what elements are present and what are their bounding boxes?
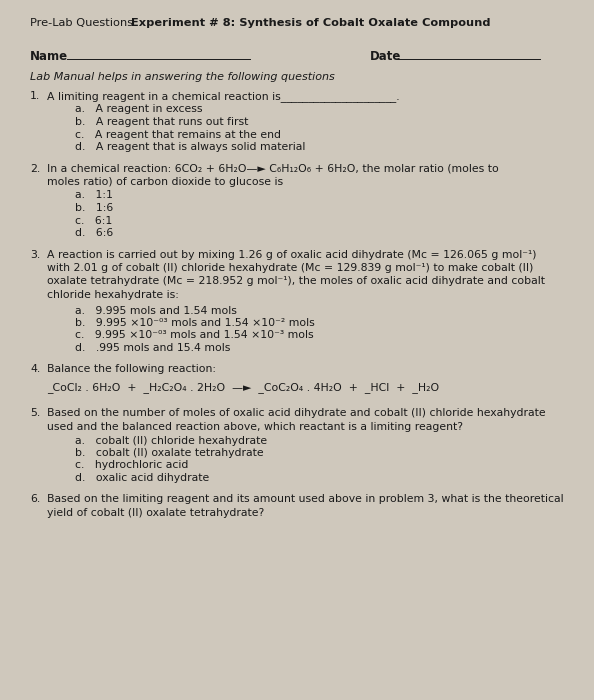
- Text: c.   6:1: c. 6:1: [75, 216, 112, 225]
- Text: a.   9.995 mols and 1.54 mols: a. 9.995 mols and 1.54 mols: [75, 305, 237, 316]
- Text: a.   A reagent in excess: a. A reagent in excess: [75, 104, 203, 115]
- Text: 1.: 1.: [30, 91, 40, 101]
- Text: _CoCl₂ . 6H₂O  +  _H₂C₂O₄ . 2H₂O  —►  _CoC₂O₄ . 4H₂O  +  _HCl  +  _H₂O: _CoCl₂ . 6H₂O + _H₂C₂O₄ . 2H₂O —► _CoC₂O…: [47, 382, 439, 393]
- Text: Lab Manual helps in answering the following questions: Lab Manual helps in answering the follow…: [30, 72, 335, 82]
- Text: Based on the limiting reagent and its amount used above in problem 3, what is th: Based on the limiting reagent and its am…: [47, 494, 564, 505]
- Text: c.   hydrochloric acid: c. hydrochloric acid: [75, 461, 188, 470]
- Text: used and the balanced reaction above, which reactant is a limiting reagent?: used and the balanced reaction above, wh…: [47, 422, 463, 432]
- Text: A limiting reagent in a chemical reaction is_____________________.: A limiting reagent in a chemical reactio…: [47, 91, 400, 102]
- Text: yield of cobalt (II) oxalate tetrahydrate?: yield of cobalt (II) oxalate tetrahydrat…: [47, 508, 264, 518]
- Text: b.   9.995 ×10⁻⁰³ mols and 1.54 ×10⁻² mols: b. 9.995 ×10⁻⁰³ mols and 1.54 ×10⁻² mols: [75, 318, 315, 328]
- Text: c.   A reagent that remains at the end: c. A reagent that remains at the end: [75, 130, 281, 139]
- Text: Balance the following reaction:: Balance the following reaction:: [47, 365, 216, 374]
- Text: d.   A reagent that is always solid material: d. A reagent that is always solid materi…: [75, 142, 305, 152]
- Text: Name: Name: [30, 50, 68, 63]
- Text: Based on the number of moles of oxalic acid dihydrate and cobalt (II) chloride h: Based on the number of moles of oxalic a…: [47, 409, 546, 419]
- Text: b.   cobalt (II) oxalate tetrahydrate: b. cobalt (II) oxalate tetrahydrate: [75, 448, 264, 458]
- Text: 3.: 3.: [30, 249, 40, 260]
- Text: 6.: 6.: [30, 494, 40, 505]
- Text: Pre-Lab Questions: Pre-Lab Questions: [30, 18, 133, 28]
- Text: d.   oxalic acid dihydrate: d. oxalic acid dihydrate: [75, 473, 209, 483]
- Text: chloride hexahydrate is:: chloride hexahydrate is:: [47, 290, 179, 300]
- Text: 2.: 2.: [30, 164, 40, 174]
- Text: d.   6:6: d. 6:6: [75, 228, 113, 238]
- Text: b.   A reagent that runs out first: b. A reagent that runs out first: [75, 117, 248, 127]
- Text: c.   9.995 ×10⁻⁰³ mols and 1.54 ×10⁻³ mols: c. 9.995 ×10⁻⁰³ mols and 1.54 ×10⁻³ mols: [75, 330, 314, 340]
- Text: a.   cobalt (II) chloride hexahydrate: a. cobalt (II) chloride hexahydrate: [75, 435, 267, 445]
- Text: with 2.01 g of cobalt (II) chloride hexahydrate (Mᴄ = 129.839 g mol⁻¹) to make c: with 2.01 g of cobalt (II) chloride hexa…: [47, 263, 533, 273]
- Text: b.   1:6: b. 1:6: [75, 203, 113, 213]
- Text: In a chemical reaction: 6CO₂ + 6H₂O—► C₆H₁₂O₆ + 6H₂O, the molar ratio (moles to: In a chemical reaction: 6CO₂ + 6H₂O—► C₆…: [47, 164, 499, 174]
- Text: moles ratio) of carbon dioxide to glucose is: moles ratio) of carbon dioxide to glucos…: [47, 177, 283, 187]
- Text: A reaction is carried out by mixing 1.26 g of oxalic acid dihydrate (Mᴄ = 126.06: A reaction is carried out by mixing 1.26…: [47, 249, 536, 260]
- Text: oxalate tetrahydrate (Mᴄ = 218.952 g mol⁻¹), the moles of oxalic acid dihydrate : oxalate tetrahydrate (Mᴄ = 218.952 g mol…: [47, 276, 545, 286]
- Text: 5.: 5.: [30, 409, 40, 419]
- Text: d.   .995 mols and 15.4 mols: d. .995 mols and 15.4 mols: [75, 343, 230, 353]
- Text: Date: Date: [370, 50, 402, 63]
- Text: Experiment # 8: Synthesis of Cobalt Oxalate Compound: Experiment # 8: Synthesis of Cobalt Oxal…: [131, 18, 491, 28]
- Text: 4.: 4.: [30, 365, 40, 374]
- Text: a.   1:1: a. 1:1: [75, 190, 113, 200]
